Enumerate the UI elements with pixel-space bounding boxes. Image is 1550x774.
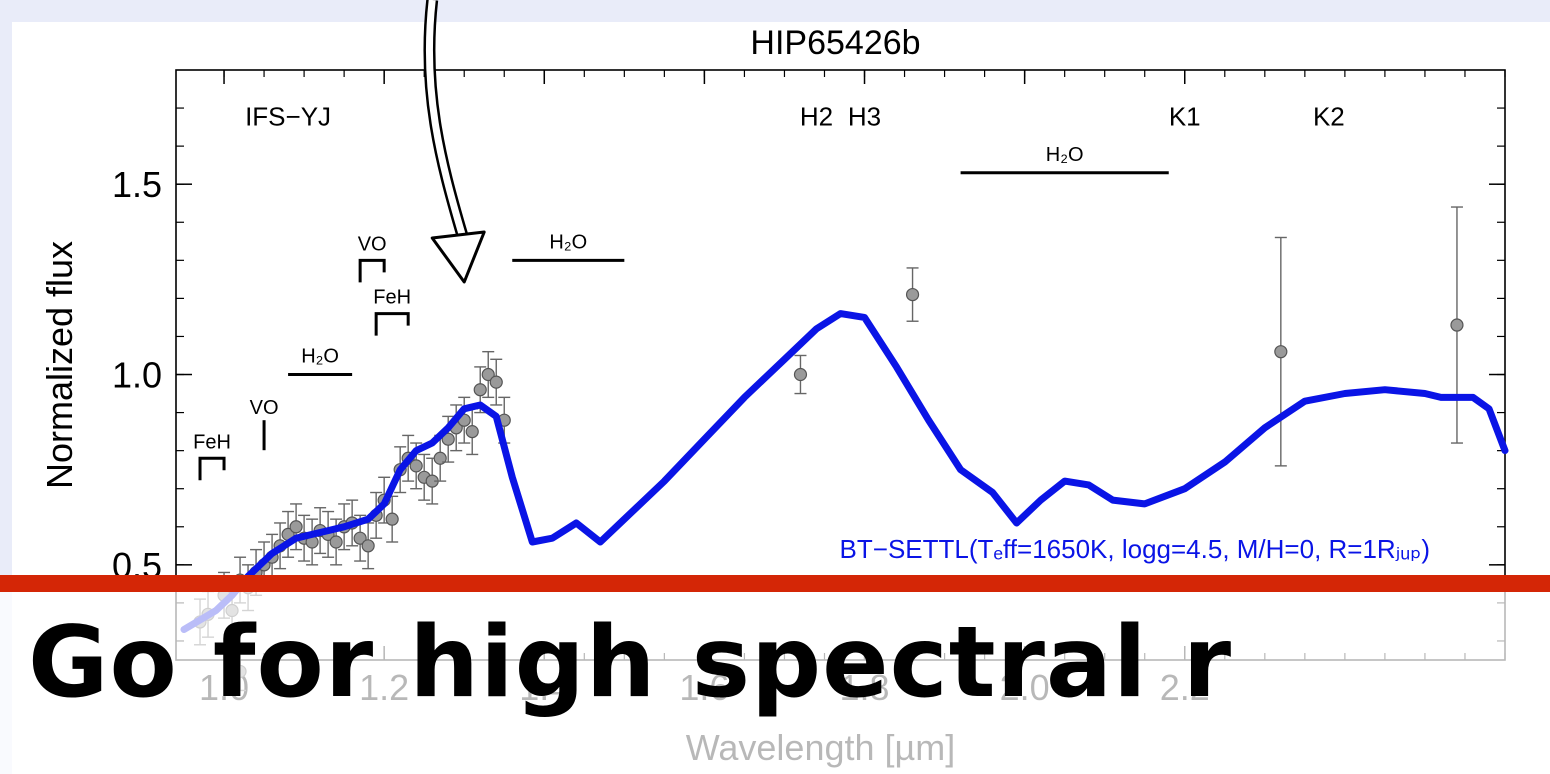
- data-point: [433, 451, 447, 465]
- data-point: [481, 367, 495, 382]
- model-line: [180, 310, 1509, 633]
- annotation-arrow-shaft: [425, 0, 466, 236]
- y-tick-label: 1.5: [112, 164, 162, 205]
- data-point: [385, 512, 399, 526]
- feature-label: FeH: [373, 287, 411, 309]
- data-point: [361, 539, 375, 553]
- feature-bracket: [374, 312, 410, 336]
- data-point: [489, 375, 503, 389]
- data-point: [329, 535, 343, 549]
- feature-label: H₂O: [301, 346, 339, 368]
- data-point: [905, 287, 920, 302]
- data-point: [793, 367, 808, 382]
- feature-label: H₂O: [549, 231, 587, 253]
- band-label: K2: [1313, 102, 1345, 132]
- feature-label: VO: [358, 233, 387, 255]
- chart-title: HIP65426b: [750, 24, 920, 62]
- y-tick-label: 1.0: [112, 355, 162, 396]
- feature-bracket: [198, 456, 226, 481]
- data-point: [1450, 318, 1464, 332]
- band-label: H2: [800, 102, 833, 132]
- band-label: IFS−YJ: [245, 102, 331, 132]
- feature-bracket: [358, 258, 386, 283]
- red-divider: [0, 575, 1550, 592]
- slide-headline: Go for high spectral r: [28, 606, 1233, 720]
- annotation-arrow-head: [430, 230, 486, 284]
- data-point: [353, 531, 367, 545]
- fade-overlay: [0, 588, 1550, 774]
- y-axis-label: Normalized flux: [39, 241, 80, 489]
- model-legend-text: BT−SETTL(Tₑff=1650K, logg=4.5, M/H=0, R=…: [840, 534, 1430, 564]
- feature-label: VO: [250, 397, 279, 419]
- data-point: [465, 425, 479, 439]
- band-label: K1: [1169, 102, 1201, 132]
- feature-label: H₂O: [1046, 144, 1084, 166]
- band-label: H3: [848, 102, 881, 132]
- data-point: [441, 432, 455, 446]
- data-point: [473, 383, 487, 397]
- plot-frame: [175, 69, 1506, 661]
- data-point: [289, 520, 303, 534]
- data-point: [409, 459, 423, 473]
- data-point: [1274, 345, 1288, 359]
- feature-label: FeH: [193, 431, 231, 453]
